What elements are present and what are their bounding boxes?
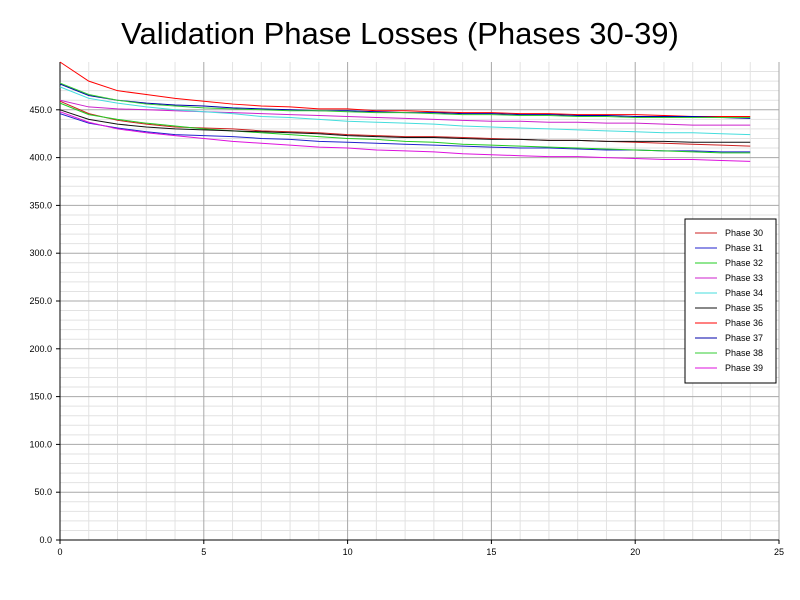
legend-label: Phase 37 bbox=[725, 333, 763, 343]
legend-box bbox=[684, 218, 777, 384]
series-line bbox=[59, 102, 751, 154]
y-tick-label: 300.0 bbox=[29, 248, 52, 258]
series-lines bbox=[59, 61, 751, 162]
series-line bbox=[59, 99, 751, 126]
x-tick-label: 10 bbox=[343, 547, 353, 557]
y-tick-label: 450.0 bbox=[29, 105, 52, 115]
y-tick-label: 150.0 bbox=[29, 392, 52, 402]
x-tick-label: 15 bbox=[486, 547, 496, 557]
series-line bbox=[59, 86, 751, 136]
series-line bbox=[59, 61, 751, 117]
major-grid bbox=[59, 62, 780, 541]
y-tick-label: 350.0 bbox=[29, 200, 52, 210]
legend-label: Phase 31 bbox=[725, 243, 763, 253]
legend-label: Phase 38 bbox=[725, 348, 763, 358]
y-tick-label: 250.0 bbox=[29, 296, 52, 306]
y-tick-label: 50.0 bbox=[34, 487, 52, 497]
series-line bbox=[59, 109, 751, 143]
legend-label: Phase 39 bbox=[725, 363, 763, 373]
series-line bbox=[59, 100, 751, 147]
chart-title: Validation Phase Losses (Phases 30-39) bbox=[121, 16, 679, 51]
legend-label: Phase 30 bbox=[725, 228, 763, 238]
legend-label: Phase 36 bbox=[725, 318, 763, 328]
axes: 0 5 10 15 20 250.050.0100.0150.0200.0250.0300… bbox=[29, 62, 784, 557]
legend-label: Phase 35 bbox=[725, 303, 763, 313]
y-tick-label: 200.0 bbox=[29, 344, 52, 354]
legend-label: Phase 32 bbox=[725, 258, 763, 268]
x-tick-label: 25 bbox=[774, 547, 784, 557]
x-tick-label: 0 bbox=[57, 547, 62, 557]
x-tick-label: 20 bbox=[630, 547, 640, 557]
y-tick-label: 100.0 bbox=[29, 439, 52, 449]
y-tick-label: 0.0 bbox=[39, 535, 52, 545]
legend: Phase 30 Phase 31 Phase 32 Phase 33 Phase 34… bbox=[684, 218, 777, 384]
series-line bbox=[59, 111, 751, 162]
legend-label: Phase 34 bbox=[725, 288, 763, 298]
x-tick-label: 5 bbox=[201, 547, 206, 557]
legend-label: Phase 33 bbox=[725, 273, 763, 283]
series-line bbox=[59, 82, 751, 118]
y-tick-label: 400.0 bbox=[29, 153, 52, 163]
